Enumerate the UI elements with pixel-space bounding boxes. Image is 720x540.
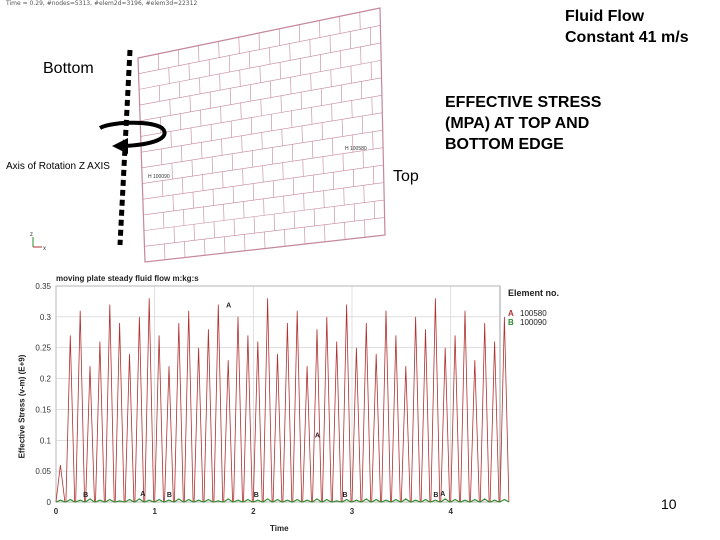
stress-heading-line-1: EFFECTIVE STRESS (445, 94, 602, 111)
mesh-row-line (140, 77, 382, 122)
node-label-upper: H 100580 (345, 146, 367, 152)
bottom-label: Bottom (43, 60, 94, 77)
mesh-col-line (178, 49, 180, 66)
mesh-col-line (192, 192, 194, 209)
legend-series-b: 100090 (520, 318, 547, 327)
series-marker-a: A (440, 491, 445, 498)
mesh-col-line (202, 174, 204, 191)
x-axis-label: Time (270, 524, 289, 533)
mesh-col-line (188, 63, 190, 80)
y-tick-label: 0.3 (40, 313, 52, 322)
x-tick-label: 2 (251, 507, 256, 516)
y-tick-label: 0.35 (35, 282, 51, 291)
mesh-col-line (173, 226, 175, 243)
stress-chart: 00.050.10.150.20.250.30.350 1 2 3 4 AAA AB B B B… (35, 282, 510, 516)
mesh-time-caption: Time = 0.29, #nodes=5313, #elem2d=3196, … (6, 0, 198, 7)
mesh-col-line (181, 145, 183, 162)
fluid-flow-line: Fluid Flow (565, 8, 645, 25)
mesh-row-line (142, 164, 384, 200)
stress-heading-line-2: (MPA) AT TOP AND (445, 115, 590, 132)
legend-series-a: 100580 (520, 309, 547, 318)
mesh-col-line (200, 110, 202, 127)
series-line-100090 (55, 498, 510, 503)
node-label-lower: H 100090 (148, 174, 170, 180)
mesh-col-line (170, 131, 172, 148)
rotation-arrow-icon (98, 120, 167, 148)
y-tick-label: 0.1 (40, 436, 52, 445)
mesh-grid (137, 7, 386, 263)
x-tick-label: 1 (152, 507, 157, 516)
svg-text:x: x (43, 246, 46, 252)
mesh-col-line (163, 212, 165, 229)
legend-marker-a: A (508, 309, 514, 318)
series-marker-b: B (83, 492, 88, 499)
svg-text:z: z (30, 232, 33, 238)
mesh-col-line (201, 142, 203, 159)
mesh-col-line (184, 241, 186, 258)
mesh-col-line (158, 85, 161, 102)
mesh-outline (137, 7, 386, 263)
series-marker-b: B (254, 492, 259, 499)
mesh-col-line (182, 177, 184, 194)
chart-markers: AAA AB B B B B (83, 303, 445, 499)
y-tick-label: 0 (47, 498, 52, 507)
mesh-col-line (193, 224, 195, 241)
series-marker-a: A (140, 491, 145, 498)
series-marker-b: B (343, 492, 348, 499)
y-tick-label: 0.05 (35, 467, 51, 476)
series-marker-b: B (167, 492, 172, 499)
x-tick-label: 3 (350, 507, 355, 516)
y-tick-label: 0.2 (40, 375, 52, 384)
x-tick-label: 0 (54, 507, 59, 516)
mesh-col-line (168, 67, 170, 84)
chart-grid (55, 285, 501, 503)
flow-speed-line: Constant 41 m/s (565, 29, 689, 46)
series-marker-a: A (315, 432, 320, 439)
chart-title: moving plate steady fluid flow m:kg:s (56, 274, 199, 283)
legend-entry-b: B 100090 (508, 318, 547, 327)
mesh-col-line (161, 148, 163, 165)
mesh-col-line (190, 127, 192, 144)
mesh-col-line (169, 99, 171, 116)
rotation-axis-line (117, 49, 133, 246)
mesh-col-line (171, 163, 173, 180)
y-tick-label: 0.15 (35, 405, 51, 414)
mesh-col-line (179, 81, 181, 98)
effective-stress-heading: EFFECTIVE STRESS (MPA) AT TOP AND BOTTOM… (445, 92, 601, 155)
series-marker-b: B (433, 492, 438, 499)
plot-area (55, 285, 501, 503)
mesh-col-line (189, 95, 191, 112)
top-label: Top (393, 168, 419, 185)
mesh-col-line (157, 53, 159, 70)
mesh-col-line (204, 239, 206, 256)
series-marker-a: A (226, 303, 231, 310)
mesh-col-line (203, 206, 205, 223)
page-number: 10 (661, 496, 677, 512)
fluid-flow-label: Fluid Flow Constant 41 m/s (565, 6, 689, 48)
mesh-view: H 100580 H 100090 z x (30, 7, 386, 263)
mesh-col-line (191, 160, 193, 177)
mesh-col-line (183, 209, 185, 226)
x-tick-label: 4 (448, 507, 453, 516)
mesh-col-line (199, 77, 201, 94)
legend-entry-a: A 100580 (508, 309, 547, 318)
mesh-col-line (162, 180, 164, 197)
y-tick-label: 0.25 (35, 344, 51, 353)
legend-title: Element no. (508, 288, 560, 298)
chart-lines (55, 298, 510, 503)
rotation-axis-label: Axis of Rotation Z AXIS (6, 161, 110, 172)
stress-heading-line-3: BOTTOM EDGE (445, 136, 564, 153)
axis-triad-icon: z x (30, 232, 46, 252)
rotation-arrowhead-icon (112, 138, 128, 154)
legend-marker-b: B (508, 318, 514, 327)
mesh-col-line (172, 194, 174, 211)
chart-axes: 0 0.05 0.1 0.15 0.2 0.25 0.3 0.35 0 1 2 3 4 (35, 282, 453, 516)
mesh-col-line (180, 113, 182, 130)
mesh-col-line (164, 243, 166, 260)
mesh-col-line (198, 45, 200, 62)
